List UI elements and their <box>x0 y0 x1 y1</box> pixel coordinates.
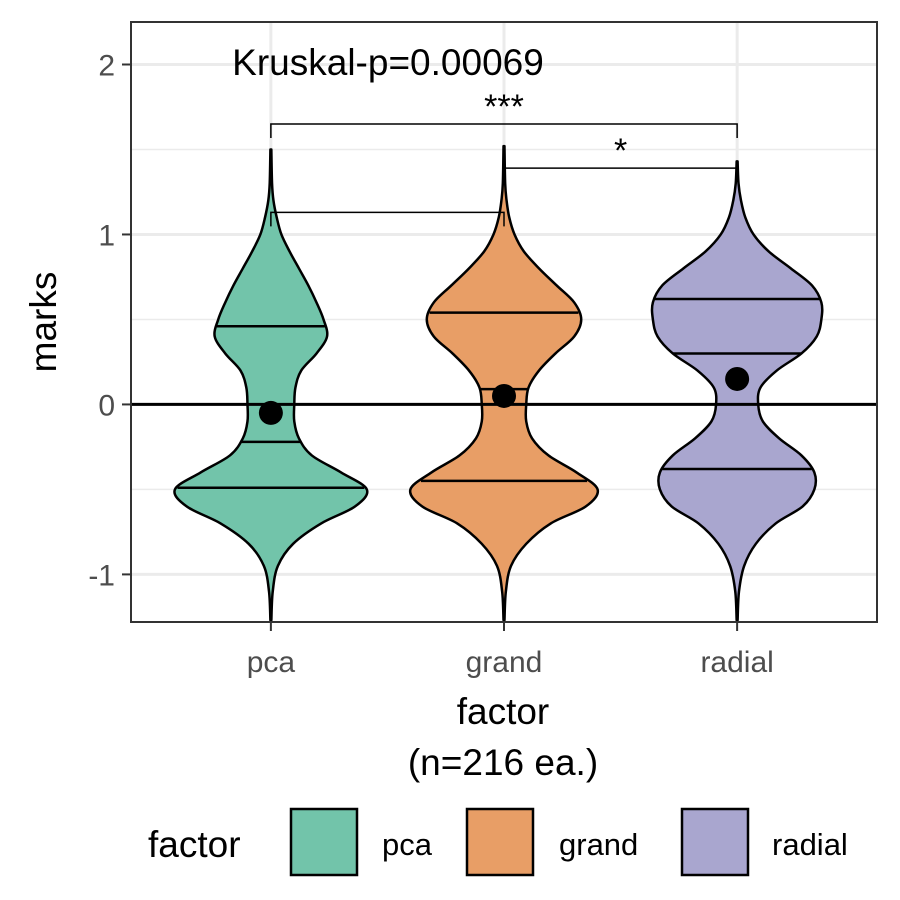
x-tick-label-pca: pca <box>247 646 296 679</box>
y-tick-label-2: 1 <box>98 219 115 252</box>
mean-point-grand <box>492 383 516 408</box>
legend-key-grand <box>465 807 535 877</box>
legend-title: factor <box>148 824 241 865</box>
x-tick-label-radial: radial <box>700 646 773 679</box>
y-tick-label-1: 0 <box>98 389 115 422</box>
significance-label-grand-radial: * <box>614 132 627 170</box>
mean-point-radial <box>725 366 750 391</box>
legend-label-radial: radial <box>772 827 848 862</box>
legend-key-radial <box>680 807 750 877</box>
kruskal-annotation: Kruskal-p=0.00069 <box>232 42 544 83</box>
x-axis-title: factor <box>457 691 550 732</box>
legend: factor pca grand radial <box>148 807 848 877</box>
significance-brackets: **** <box>270 88 738 227</box>
y-tick-label-0: -1 <box>88 559 115 592</box>
significance-label-pca-radial: *** <box>484 88 524 126</box>
y-axis-title: marks <box>23 272 64 373</box>
legend-label-grand: grand <box>559 827 638 862</box>
significance-bracket-pca-grand <box>270 211 505 227</box>
x-tick-label-grand: grand <box>466 646 543 679</box>
violin-pca <box>173 148 369 622</box>
x-axis-subtitle: (n=216 ea.) <box>408 742 598 783</box>
violin-grand <box>408 144 600 622</box>
legend-key-pca <box>289 807 359 877</box>
significance-bracket-grand-radial <box>503 167 738 183</box>
y-tick-label-3: 2 <box>98 49 115 82</box>
legend-label-pca: pca <box>382 827 433 862</box>
significance-bracket-pca-radial <box>270 123 738 138</box>
reference-line <box>131 366 877 425</box>
axes: -1 0 1 2 pca grand radial <box>88 49 774 679</box>
mean-point-pca <box>258 400 283 425</box>
